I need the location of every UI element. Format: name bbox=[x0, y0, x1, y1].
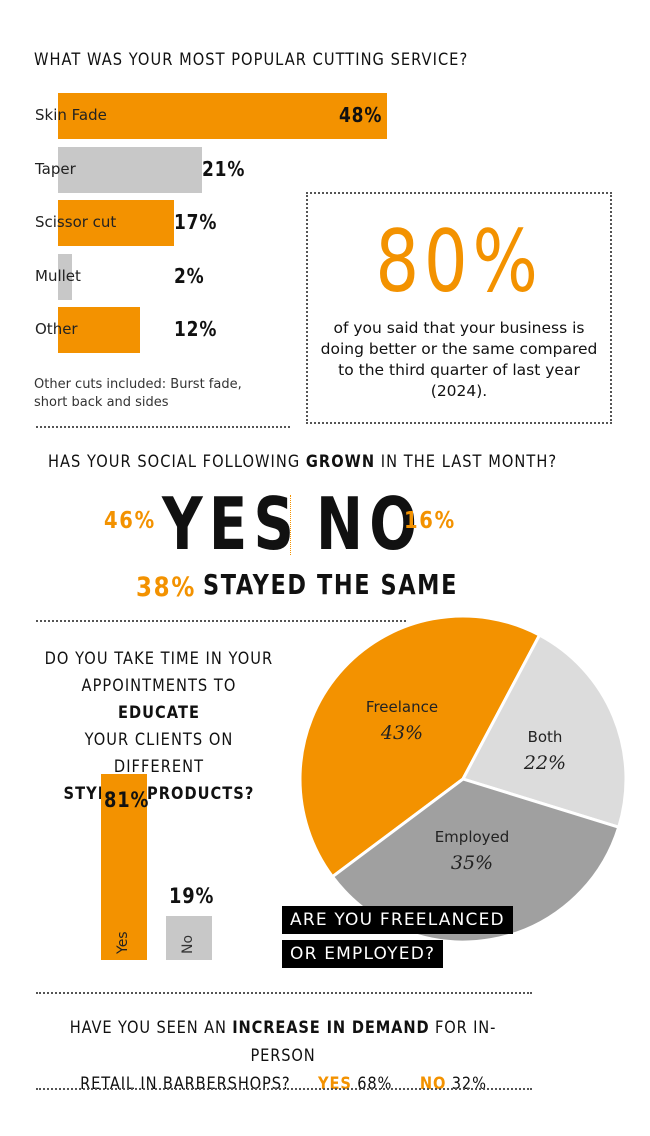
yes-word: YES bbox=[162, 482, 301, 566]
bar-value-label: 17% bbox=[174, 210, 218, 234]
bar-label: Other bbox=[35, 320, 78, 338]
educate-chart: 81% Yes 19% No bbox=[0, 760, 300, 970]
divider-1 bbox=[36, 426, 290, 428]
bar-value-label: 21% bbox=[201, 156, 246, 181]
cutting-service-title: WHAT WAS YOUR MOST POPULAR CUTTING SERVI… bbox=[34, 50, 469, 70]
pie-slice-both bbox=[460, 633, 628, 830]
bar-value-label: 2% bbox=[174, 263, 205, 288]
other-cuts-note: Other cuts included: Burst fade, short b… bbox=[34, 377, 242, 410]
big-stat-text: of you said that your business is doing … bbox=[320, 319, 598, 400]
vbar-no bbox=[166, 916, 212, 960]
cutting-service-chart: Skin Fade 48% Taper 21% Scissor cut 17% Mullet… bbox=[0, 0, 387, 370]
vbar-value-label: 19% bbox=[169, 884, 215, 909]
retail-yes-value: 68% bbox=[356, 1074, 392, 1094]
same-percent: 38% bbox=[136, 572, 197, 603]
employment-pie-chart bbox=[298, 614, 628, 944]
yes-percent: 46% bbox=[104, 508, 156, 534]
retail-yes-label: YES bbox=[317, 1074, 352, 1094]
employment-question-line1: ARE YOU FREELANCED bbox=[282, 906, 513, 934]
vbar-category-label: Yes bbox=[115, 931, 131, 954]
yes-no-divider bbox=[290, 495, 291, 555]
no-percent: 16% bbox=[404, 508, 456, 534]
big-stat-value: 80% bbox=[375, 212, 543, 312]
bar-other bbox=[58, 307, 141, 353]
same-text: STAYED THE SAME bbox=[203, 568, 458, 601]
pie-slice-freelance bbox=[298, 614, 542, 879]
bar-label: Scissor cut bbox=[35, 213, 117, 231]
social-following-title: HAS YOUR SOCIAL FOLLOWING GROWN IN THE L… bbox=[48, 452, 558, 472]
employment-question-line2: OR EMPLOYED? bbox=[282, 940, 444, 968]
retail-demand-question: HAVE YOU SEEN AN INCREASE IN DEMAND FOR … bbox=[69, 1018, 497, 1094]
business-stat-box: 80% of you said that your business is do… bbox=[306, 192, 612, 424]
bar-value-label: 48% bbox=[338, 103, 383, 127]
vbar-value-label: 81% bbox=[104, 787, 150, 812]
divider-2 bbox=[36, 620, 406, 622]
retail-no-label: NO bbox=[419, 1074, 446, 1094]
bar-taper bbox=[58, 146, 202, 193]
bar-mullet bbox=[58, 253, 72, 300]
bar-label: Skin Fade bbox=[35, 106, 107, 124]
bar-label: Taper bbox=[35, 159, 76, 178]
vbar-yes bbox=[101, 773, 147, 960]
bar-value-label: 12% bbox=[174, 317, 218, 341]
divider-3 bbox=[36, 992, 532, 994]
bar-label: Mullet bbox=[35, 266, 81, 285]
vbar-category-label: No bbox=[180, 934, 196, 954]
divider-4 bbox=[36, 1088, 532, 1090]
bar-scissor-cut bbox=[58, 200, 175, 246]
no-word: NO bbox=[316, 482, 424, 566]
retail-no-value: 32% bbox=[451, 1074, 487, 1094]
bar-skin-fade bbox=[58, 93, 387, 139]
